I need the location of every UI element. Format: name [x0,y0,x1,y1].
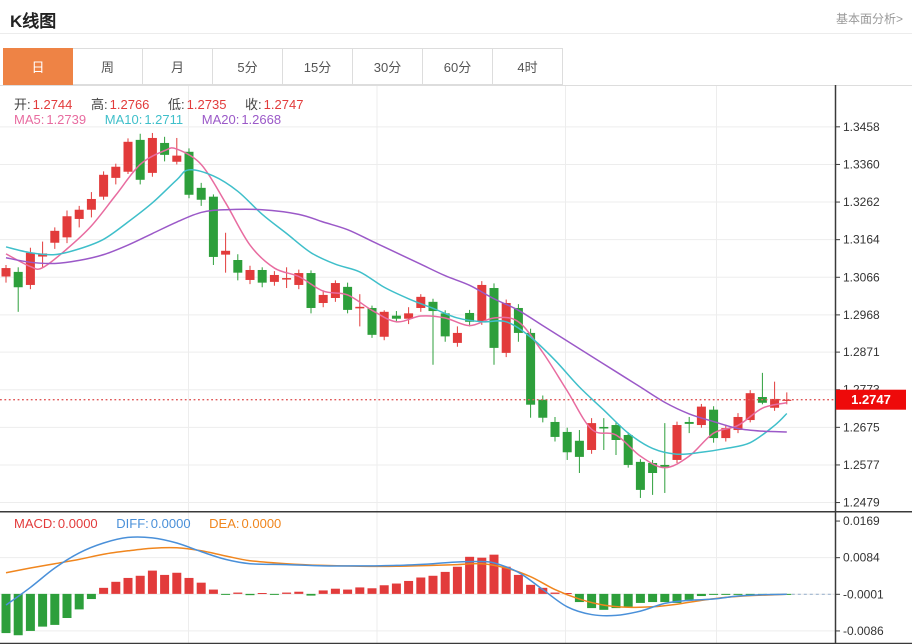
svg-text:1.2968: 1.2968 [843,308,880,322]
macd-panel [1,536,834,636]
tab-30min[interactable]: 30分 [353,48,423,85]
svg-text:1.3066: 1.3066 [843,270,880,284]
tab-week[interactable]: 周 [73,48,143,85]
ma5-value: 1.2739 [46,112,87,127]
low-value: 1.2735 [186,97,227,112]
ma-lines [5,147,788,469]
dea-label: DEA: [209,516,240,531]
high-value: 1.2766 [109,97,150,112]
svg-text:1.3262: 1.3262 [843,195,880,209]
svg-text:-0.0086: -0.0086 [843,624,884,638]
ma10-label: MA10: [104,112,143,127]
ma10-value: 1.2711 [144,112,184,127]
svg-text:1.3458: 1.3458 [843,120,880,134]
close-value: 1.2747 [263,97,304,112]
candlestick-series [1,132,792,498]
svg-text:1.2675: 1.2675 [843,420,880,434]
ma-legend: MA5: 1.2739 MA10: 1.2711 MA20: 1.2668 [14,112,296,127]
period-tabs: 日 周 月 5分 15分 30分 60分 4时 [3,48,563,85]
high-label: 高: [91,97,108,112]
dea-line [5,546,787,609]
current-price-value: 1.2747 [851,392,891,407]
header-divider [0,33,912,34]
dea-value: 0.0000 [241,516,282,531]
tab-5min[interactable]: 5分 [213,48,283,85]
gridlines [0,85,835,643]
ma20-value: 1.2668 [241,112,282,127]
diff-label: DIFF: [116,516,149,531]
ma5-line [5,147,787,469]
macd-value: 0.0000 [57,516,98,531]
fundamental-analysis-link[interactable]: 基本面分析> [835,12,903,26]
tab-15min[interactable]: 15分 [283,48,353,85]
svg-text:-0.0001: -0.0001 [843,587,884,601]
svg-text:1.2479: 1.2479 [843,496,880,510]
ma5-label: MA5: [14,112,45,127]
svg-text:1.2577: 1.2577 [843,458,880,472]
diff-value: 0.0000 [150,516,191,531]
svg-text:1.2871: 1.2871 [843,345,880,359]
current-price-badge [836,389,906,410]
low-label: 低: [168,97,185,112]
close-label: 收: [245,97,262,112]
ma10-line [5,168,788,456]
page-title: K线图 [10,12,57,31]
ohlc-legend: 开: 1.2744 高: 1.2766 低: 1.2735 收: 1.2747 [14,94,318,113]
macd-legend: MACD: 0.0000 DIFF: 0.0000 DEA: 0.0000 [14,516,296,531]
ma20-line [5,208,787,433]
macd-label: MACD: [14,516,56,531]
diff-line [5,536,787,617]
open-value: 1.2744 [32,97,73,112]
svg-text:0.0169: 0.0169 [843,514,880,528]
tab-day[interactable]: 日 [3,48,73,85]
svg-text:1.3360: 1.3360 [843,157,880,171]
tab-month[interactable]: 月 [143,48,213,85]
open-label: 开: [14,97,31,112]
tab-4hour[interactable]: 4时 [493,48,563,85]
svg-text:0.0084: 0.0084 [843,551,880,565]
ma20-label: MA20: [201,112,240,127]
svg-text:1.3164: 1.3164 [843,233,880,247]
price-axis: 1.3458 1.3360 1.3262 1.3164 1.3066 1.2968 1.28… [835,120,884,638]
tab-60min[interactable]: 60分 [423,48,493,85]
current-price-marker: 1.2747 [0,389,906,410]
